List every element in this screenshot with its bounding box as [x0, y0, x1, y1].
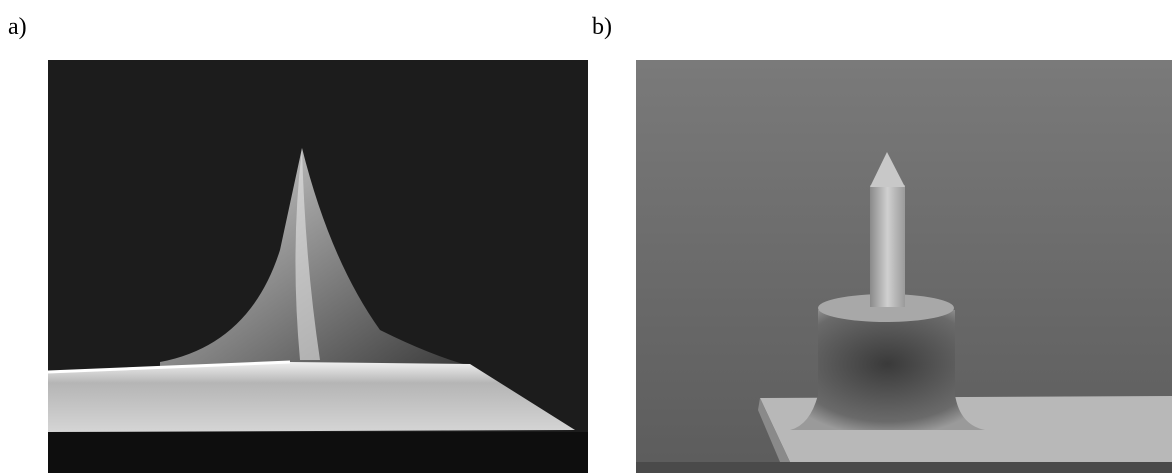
- figure-images: [0, 0, 1172, 473]
- panel-label: a): [8, 14, 27, 41]
- panel-a-image: [48, 60, 588, 473]
- panel-b-image: [636, 60, 1172, 473]
- panel-label: b): [592, 14, 612, 41]
- figure: a) b) (() => { const data = JSON.parse(d…: [0, 0, 1172, 473]
